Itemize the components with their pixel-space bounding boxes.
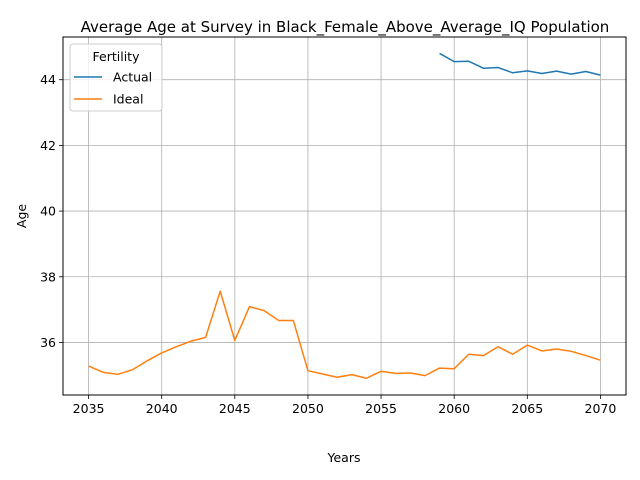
y-tick-label: 38: [40, 269, 56, 284]
x-tick-label: 2055: [365, 401, 397, 416]
plot-frame: [62, 36, 627, 396]
legend-label-actual: Actual: [113, 70, 152, 85]
y-tick-label: 40: [40, 204, 56, 219]
legend: Fertility Actual Ideal: [69, 43, 163, 112]
x-tick-label: 2050: [292, 401, 324, 416]
y-tick-label: 36: [40, 335, 56, 350]
legend-box: [69, 43, 163, 112]
grid-lines: [63, 37, 626, 395]
x-axis-label: Years: [327, 450, 361, 465]
y-tick-label: 44: [40, 72, 56, 87]
legend-title: Fertility: [93, 49, 141, 64]
axis-ticks: 2035 2040 2045 2050 2055 2060 2065 2070 36 38 40 42…: [40, 72, 616, 416]
series-layer: [88, 52, 601, 379]
x-tick-label: 2045: [219, 401, 251, 416]
y-tick-label: 42: [40, 138, 56, 153]
y-axis-label: Age: [14, 204, 29, 228]
x-tick-label: 2060: [438, 401, 470, 416]
chart-title: Average Age at Survey in Black_Female_Ab…: [81, 18, 610, 37]
x-tick-label: 2065: [511, 401, 543, 416]
series-line-actual: [439, 52, 601, 76]
x-tick-label: 2035: [73, 401, 105, 416]
x-tick-label: 2040: [146, 401, 178, 416]
x-tick-label: 2070: [585, 401, 617, 416]
series-line-ideal: [88, 290, 601, 379]
legend-label-ideal: Ideal: [113, 92, 143, 107]
